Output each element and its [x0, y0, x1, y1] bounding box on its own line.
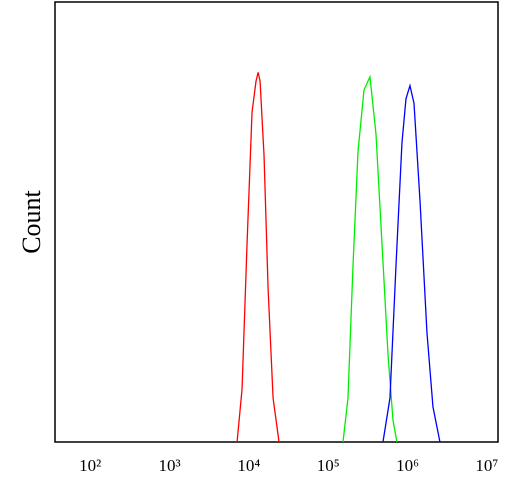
- x-tick-label: 10⁷: [475, 456, 498, 475]
- x-tick-label: 10⁴: [237, 456, 260, 475]
- x-tick-label: 10⁶: [396, 456, 419, 475]
- x-tick-label: 10⁵: [317, 456, 340, 475]
- x-tick-label: 10²: [79, 456, 101, 475]
- y-axis-label: Count: [17, 189, 46, 253]
- plot-frame: [54, 1, 499, 443]
- histogram-curve: [342, 74, 398, 443]
- histogram-curve: [382, 83, 441, 443]
- x-tick-label: 10³: [158, 456, 180, 475]
- histogram-curve: [236, 72, 280, 443]
